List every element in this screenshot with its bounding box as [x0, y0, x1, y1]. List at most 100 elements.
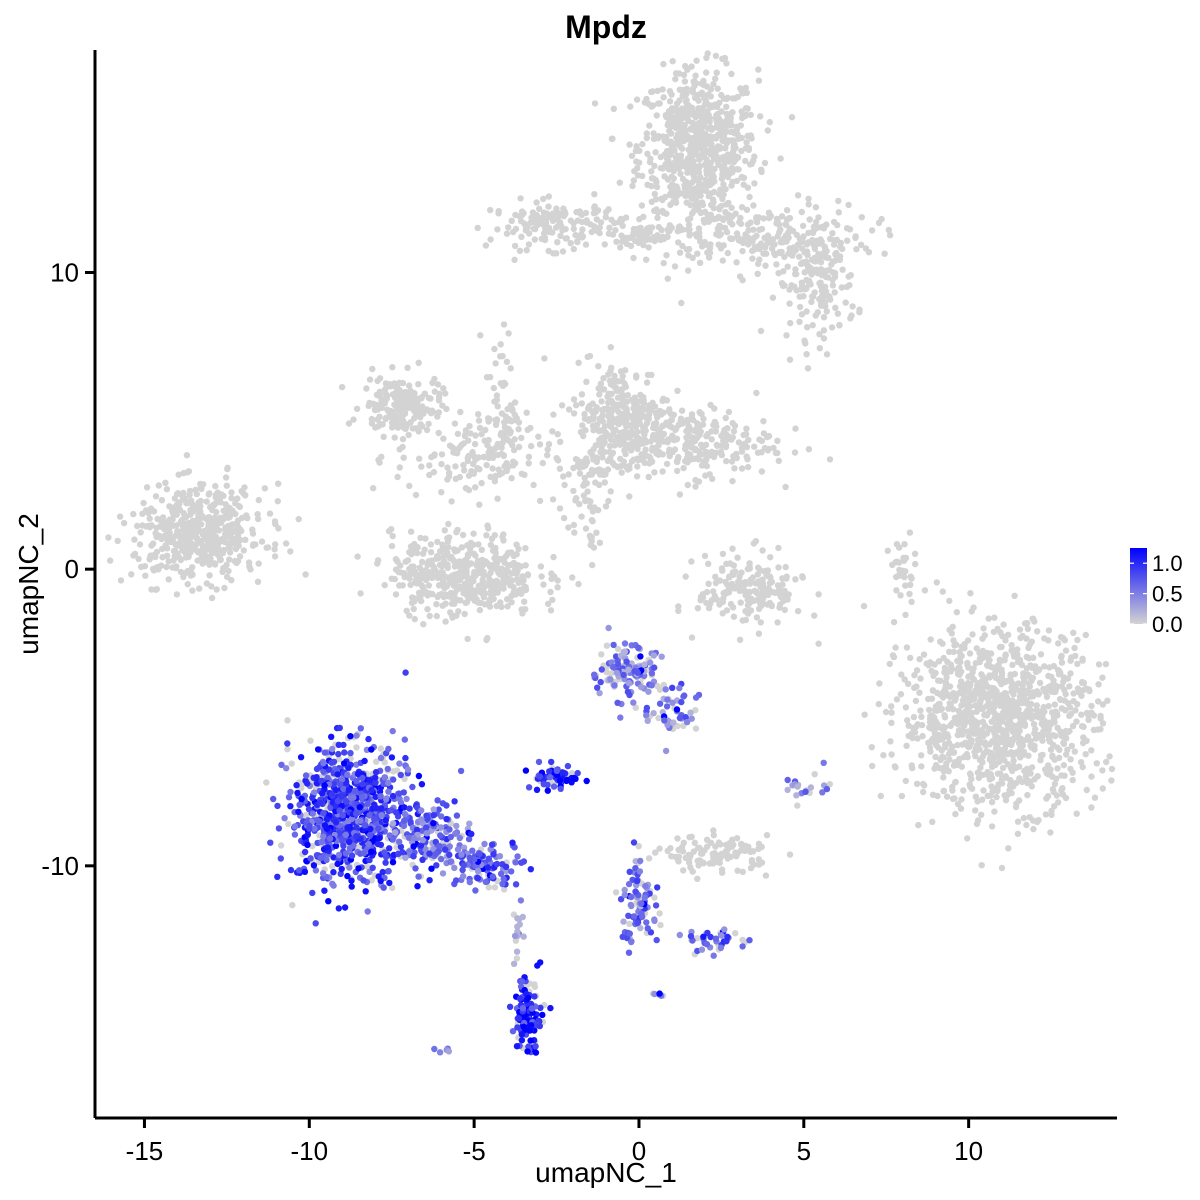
cell-point [544, 452, 551, 459]
cell-point [1079, 655, 1086, 662]
cell-point [639, 140, 646, 148]
cell-point [409, 425, 416, 432]
cell-point [739, 277, 746, 284]
cell-point [727, 158, 735, 165]
cell-point [758, 168, 765, 176]
cell-point [729, 169, 736, 176]
cell-point [630, 405, 637, 412]
cell-point [598, 444, 605, 451]
cell-point [818, 293, 826, 300]
cell-point [1005, 736, 1012, 744]
cell-point [1068, 654, 1075, 661]
cell-point [433, 612, 440, 620]
cell-point [554, 431, 561, 438]
cell-point [987, 770, 994, 778]
cell-point [516, 247, 524, 254]
cell-point [929, 791, 937, 798]
cell-point [136, 541, 144, 548]
cell-point [771, 241, 778, 248]
cell-point [738, 444, 746, 452]
cell-point [511, 399, 519, 406]
cell-point [497, 599, 504, 606]
cell-point [577, 210, 584, 217]
cell-point [438, 573, 446, 580]
cell-point [511, 242, 519, 250]
cell-point [155, 532, 163, 539]
cell-point [616, 179, 623, 186]
cell-point [696, 259, 704, 266]
cell-point [560, 514, 568, 522]
cell-point [1063, 751, 1070, 758]
cell-point [786, 851, 794, 858]
cell-point [815, 214, 822, 221]
cell-point [413, 395, 421, 402]
cell-point [536, 441, 544, 448]
cell-point [713, 112, 720, 119]
cell-point [686, 424, 693, 431]
cell-point [723, 228, 731, 236]
cell-point [482, 242, 490, 249]
cell-point [729, 235, 736, 242]
cell-point [740, 431, 747, 439]
cell-point [714, 85, 721, 92]
cell-point [1034, 628, 1041, 635]
cell-point [731, 465, 738, 472]
cell-point [643, 256, 650, 263]
cell-point [731, 422, 739, 429]
cell-point [648, 103, 655, 110]
cell-point [596, 415, 603, 423]
cell-point [476, 466, 483, 473]
cell-point [596, 391, 603, 398]
cell-point [754, 270, 761, 277]
cell-point [612, 227, 619, 234]
cell-point [545, 203, 552, 210]
cell-point [410, 563, 417, 570]
cell-point [1027, 770, 1034, 777]
cell-point [443, 549, 450, 557]
cell-point [407, 528, 415, 535]
cell-point [716, 206, 723, 213]
cell-point [953, 641, 960, 648]
cell-point [885, 226, 892, 234]
cell-point [1099, 785, 1107, 792]
cell-point [548, 575, 555, 583]
cell-point [738, 173, 746, 181]
cell-point [935, 744, 942, 751]
cell-point [563, 235, 570, 242]
cell-point [192, 486, 199, 494]
cell-point [812, 312, 819, 319]
cell-point [428, 410, 435, 417]
cell-point [615, 408, 622, 416]
cell-point [677, 125, 684, 132]
cell-point [540, 581, 547, 588]
cell-point [743, 206, 751, 213]
cell-point [588, 517, 596, 524]
cell-point [751, 587, 758, 595]
cell-point [1078, 711, 1085, 718]
cell-point [918, 713, 925, 720]
cell-point [869, 762, 876, 770]
cell-point [170, 510, 177, 517]
cell-point [617, 215, 625, 223]
cell-point [652, 149, 659, 156]
cell-point [844, 237, 851, 244]
cell-point [369, 365, 376, 373]
cell-point [609, 414, 616, 422]
cell-point [493, 392, 501, 399]
cell-point [588, 408, 596, 415]
cell-point [628, 447, 635, 454]
cell-point [998, 643, 1005, 651]
cell-point [921, 587, 929, 594]
cell-point [704, 50, 711, 57]
cell-point [441, 527, 448, 534]
cell-point [392, 416, 399, 424]
cell-point [518, 233, 525, 240]
cell-point [698, 124, 705, 131]
cell-point [724, 249, 731, 257]
cell-point [208, 506, 216, 514]
cell-point [1032, 735, 1040, 742]
cell-point [734, 554, 741, 561]
cell-point [660, 409, 667, 416]
cell-point [743, 139, 750, 146]
cell-point [763, 832, 771, 839]
